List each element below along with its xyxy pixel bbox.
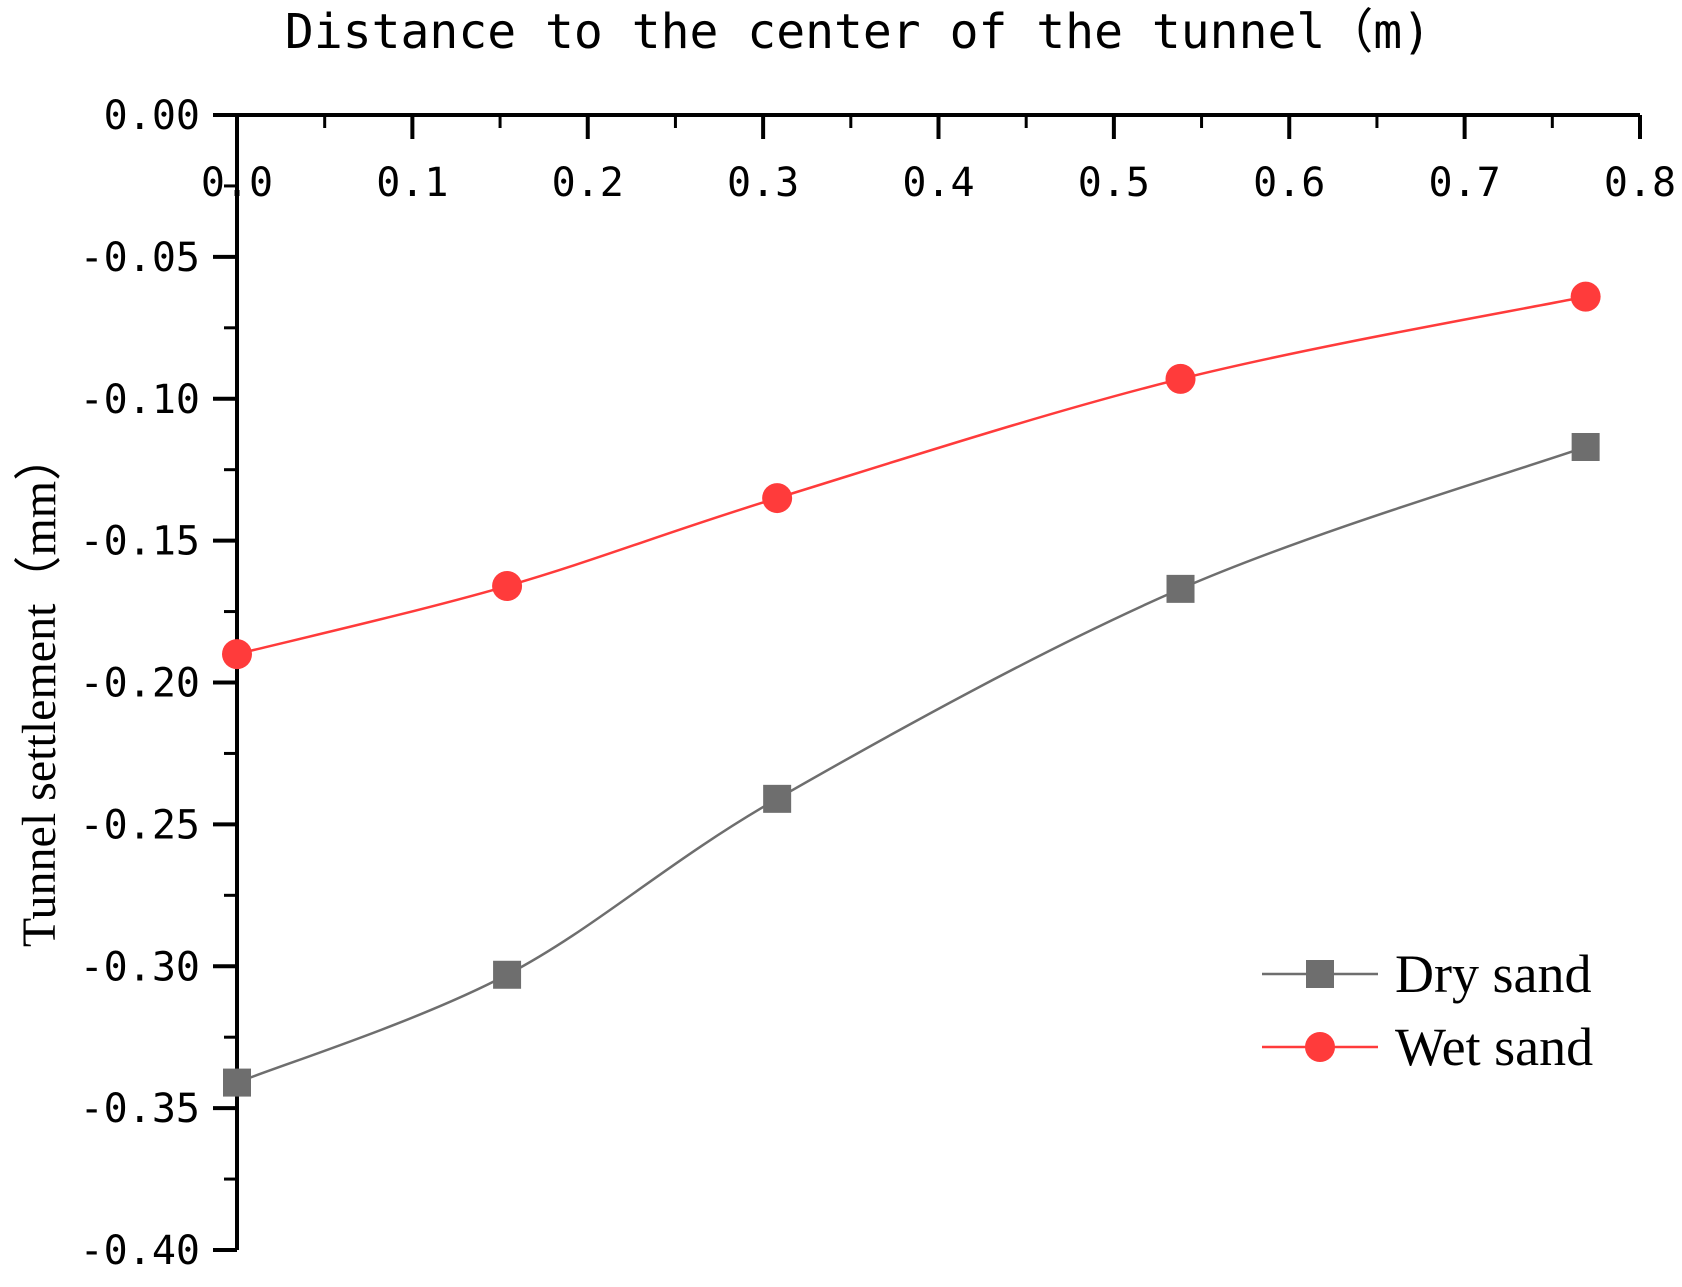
legend-circle-marker bbox=[1305, 1032, 1335, 1062]
square-marker bbox=[1166, 574, 1195, 603]
x-tick-label: 0.8 bbox=[1604, 160, 1676, 206]
x-tick-label: 0.5 bbox=[1078, 160, 1150, 206]
square-marker bbox=[1571, 432, 1600, 461]
y-tick-label: -0.20 bbox=[80, 661, 200, 707]
legend-label: Wet sand bbox=[1395, 1017, 1593, 1077]
y-tick-label: -0.10 bbox=[80, 377, 200, 423]
legend-square-marker bbox=[1306, 960, 1334, 988]
x-tick-label: 0.2 bbox=[552, 160, 624, 206]
circle-marker bbox=[1165, 363, 1196, 394]
series-line bbox=[236, 445, 1587, 1084]
y-tick-label: 0.00 bbox=[104, 93, 200, 139]
x-tick-label: 0.0 bbox=[201, 160, 273, 206]
square-marker bbox=[223, 1068, 251, 1097]
y-tick-label: -0.25 bbox=[80, 802, 200, 848]
x-tick-label: 0.1 bbox=[376, 160, 448, 206]
x-tick-label: 0.4 bbox=[902, 160, 974, 206]
y-axis-title: Tunnel settlement（mm） bbox=[13, 433, 66, 947]
y-tick-label: -0.30 bbox=[80, 944, 200, 990]
x-tick-label: 0.3 bbox=[727, 160, 799, 206]
y-tick-label: -0.40 bbox=[80, 1228, 200, 1274]
y-tick-label: -0.05 bbox=[80, 235, 200, 281]
y-tick-label: -0.15 bbox=[80, 519, 200, 565]
x-tick-label: 0.7 bbox=[1429, 160, 1501, 206]
circle-marker bbox=[492, 571, 523, 602]
x-axis-title: Distance to the center of the tunnel（m) bbox=[285, 4, 1431, 60]
x-tick-label: 0.6 bbox=[1253, 160, 1325, 206]
circle-marker bbox=[762, 483, 793, 514]
square-marker bbox=[763, 784, 792, 813]
series-wet-sand bbox=[222, 281, 1601, 670]
circle-marker bbox=[222, 639, 252, 670]
axes: 0.0 0.1 0.2 0.3 0.4 0.5 0.6 0.7 0.8 0.00 -0.05 -0.1… bbox=[80, 93, 1677, 1274]
series-layer bbox=[222, 281, 1601, 1097]
series-line bbox=[236, 295, 1586, 656]
legend-item: Dry sand bbox=[1262, 944, 1591, 1004]
y-tick-label: -0.35 bbox=[80, 1086, 200, 1132]
legend: Dry sand Wet sand bbox=[1262, 944, 1593, 1077]
legend-item: Wet sand bbox=[1262, 1017, 1593, 1077]
square-marker bbox=[493, 960, 522, 989]
circle-marker bbox=[1570, 281, 1601, 312]
series-dry-sand bbox=[223, 432, 1600, 1097]
legend-label: Dry sand bbox=[1395, 944, 1591, 1004]
